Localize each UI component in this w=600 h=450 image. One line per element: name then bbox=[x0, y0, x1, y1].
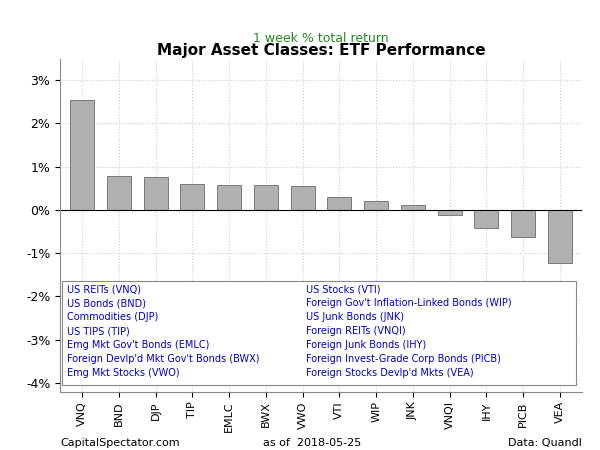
Text: CapitalSpectator.com: CapitalSpectator.com bbox=[60, 438, 179, 448]
Bar bbox=[438, 210, 461, 216]
Bar bbox=[143, 177, 167, 210]
Text: Data: Quandl: Data: Quandl bbox=[508, 438, 582, 448]
Bar bbox=[107, 176, 131, 210]
Text: Commodities (DJP): Commodities (DJP) bbox=[67, 312, 159, 322]
Text: Foreign Stocks Devlp'd Mkts (VEA): Foreign Stocks Devlp'd Mkts (VEA) bbox=[306, 368, 474, 378]
Text: Emg Mkt Stocks (VWO): Emg Mkt Stocks (VWO) bbox=[67, 368, 180, 378]
Bar bbox=[181, 184, 204, 210]
Bar bbox=[217, 185, 241, 210]
Text: US Bonds (BND): US Bonds (BND) bbox=[67, 298, 146, 308]
Bar bbox=[511, 210, 535, 237]
Text: 1 week % total return: 1 week % total return bbox=[253, 32, 389, 45]
Title: Major Asset Classes: ETF Performance: Major Asset Classes: ETF Performance bbox=[157, 44, 485, 58]
Text: Emg Mkt Gov't Bonds (EMLC): Emg Mkt Gov't Bonds (EMLC) bbox=[67, 340, 210, 350]
Bar bbox=[364, 201, 388, 210]
Text: Foreign Invest-Grade Corp Bonds (PICB): Foreign Invest-Grade Corp Bonds (PICB) bbox=[306, 354, 501, 364]
Text: US REITs (VNQ): US REITs (VNQ) bbox=[67, 284, 142, 294]
Bar bbox=[475, 210, 499, 228]
Text: Foreign Devlp'd Mkt Gov't Bonds (BWX): Foreign Devlp'd Mkt Gov't Bonds (BWX) bbox=[67, 354, 260, 364]
Bar bbox=[290, 186, 314, 210]
Text: US Junk Bonds (JNK): US Junk Bonds (JNK) bbox=[306, 312, 404, 322]
Bar bbox=[70, 99, 94, 210]
Text: as of  2018-05-25: as of 2018-05-25 bbox=[263, 438, 361, 448]
Bar bbox=[401, 205, 425, 210]
Text: Foreign Junk Bonds (IHY): Foreign Junk Bonds (IHY) bbox=[306, 340, 427, 350]
Text: US TIPS (TIP): US TIPS (TIP) bbox=[67, 326, 130, 336]
Bar bbox=[328, 197, 352, 210]
Text: Foreign REITs (VNQI): Foreign REITs (VNQI) bbox=[306, 326, 406, 336]
Bar bbox=[548, 210, 572, 263]
Text: Foreign Gov't Inflation-Linked Bonds (WIP): Foreign Gov't Inflation-Linked Bonds (WI… bbox=[306, 298, 512, 308]
Text: US Stocks (VTI): US Stocks (VTI) bbox=[306, 284, 381, 294]
FancyBboxPatch shape bbox=[62, 281, 577, 385]
Bar bbox=[254, 185, 278, 210]
